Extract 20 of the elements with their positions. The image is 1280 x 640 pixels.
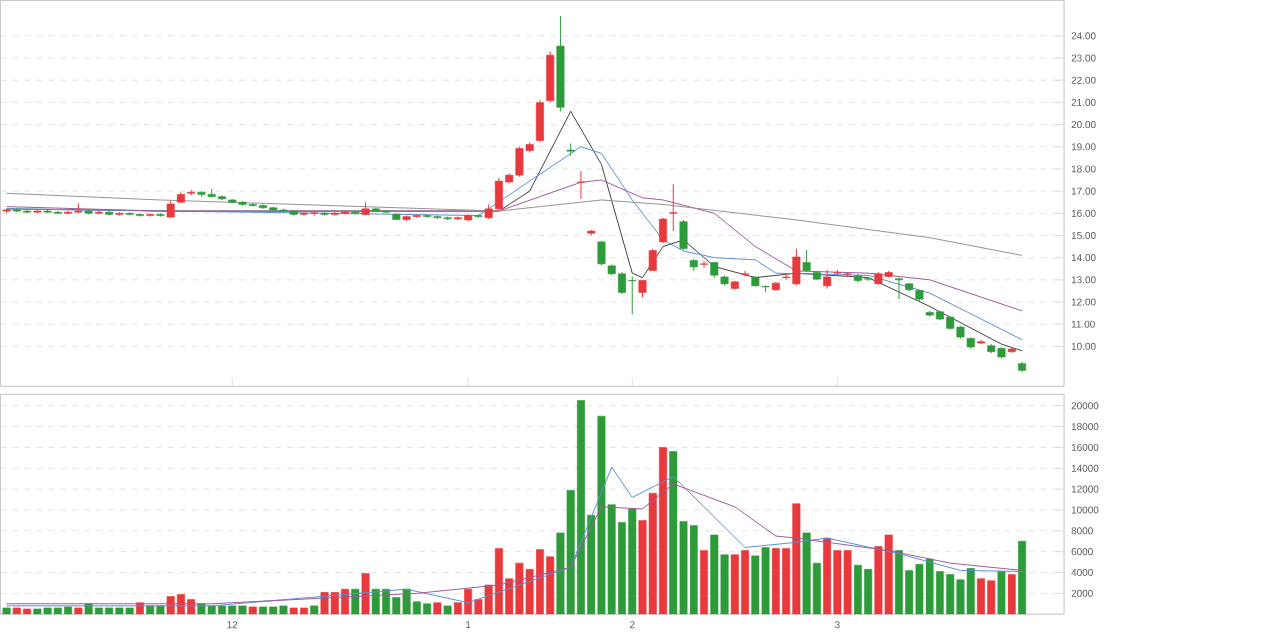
candlestick [597, 240, 606, 266]
line-series [6, 192, 1023, 256]
candlestick [823, 269, 832, 290]
candlestick [741, 270, 750, 277]
bar [433, 602, 442, 615]
candlestick [679, 219, 688, 251]
candlestick [105, 210, 114, 216]
candlestick [802, 249, 811, 273]
bar [1018, 540, 1027, 615]
bar [351, 588, 360, 615]
candlestick [576, 170, 585, 200]
candlestick [669, 183, 678, 232]
candlestick [535, 99, 544, 143]
bar [248, 606, 257, 615]
line-series [6, 179, 1023, 312]
line-series [6, 146, 1023, 341]
candlestick [648, 248, 657, 272]
candlestick [700, 260, 709, 269]
candlestick [546, 50, 555, 103]
bar [361, 573, 370, 615]
